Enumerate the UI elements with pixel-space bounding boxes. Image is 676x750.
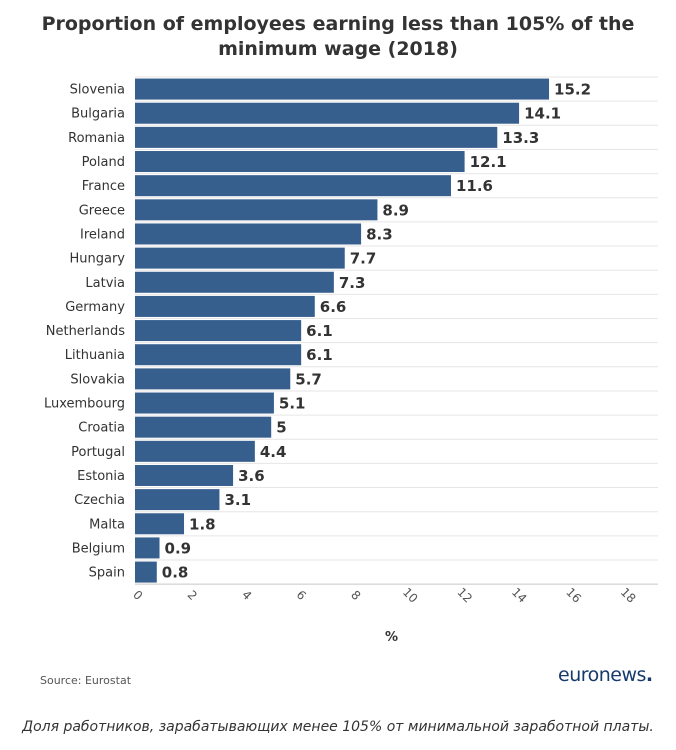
bar <box>135 392 274 414</box>
bar <box>135 320 302 342</box>
value-label: 7.3 <box>339 274 366 292</box>
bar <box>135 126 498 148</box>
category-label: Ireland <box>80 227 125 242</box>
category-label: Estonia <box>77 469 125 484</box>
caption: Доля работников, зарабатывающих менее 10… <box>22 719 654 735</box>
value-label: 12.1 <box>470 153 507 171</box>
bar <box>135 537 160 559</box>
value-label: 5 <box>276 419 286 437</box>
bar <box>135 295 315 317</box>
x-axis-label: % <box>385 630 398 645</box>
bar <box>135 223 362 245</box>
bar-chart: Slovenia 15.2 Bulgaria 14.1 Romania 13.3 Polan… <box>44 76 658 645</box>
x-tick-label: 16 <box>563 585 584 606</box>
value-label: 0.8 <box>162 564 189 582</box>
category-label: Spain <box>89 566 125 581</box>
x-tick-label: 8 <box>348 588 363 603</box>
value-label: 14.1 <box>524 105 561 123</box>
category-label: Germany <box>65 300 125 315</box>
value-label: 1.8 <box>189 515 216 533</box>
bar <box>135 513 185 535</box>
category-label: Hungary <box>69 252 125 267</box>
value-label: 6.6 <box>320 298 347 316</box>
bar <box>135 561 157 583</box>
category-label: Belgium <box>72 541 125 556</box>
category-label: Romania <box>68 131 125 146</box>
bar <box>135 440 255 462</box>
source-note: Source: Eurostat <box>40 674 132 687</box>
x-tick-label: 4 <box>239 588 254 603</box>
bar <box>135 102 520 124</box>
category-label: Poland <box>82 155 125 170</box>
category-label: Malta <box>89 517 125 532</box>
bar <box>135 247 345 269</box>
bar <box>135 78 550 100</box>
value-label: 7.7 <box>350 250 377 268</box>
chart-title: Proportion of employees earning less tha… <box>41 13 635 60</box>
category-label: Luxembourg <box>44 397 125 412</box>
value-label: 3.1 <box>224 491 251 509</box>
category-label: Latvia <box>85 276 125 291</box>
value-label: 15.2 <box>554 81 591 99</box>
bar <box>135 464 234 486</box>
x-tick-label: 6 <box>294 588 309 603</box>
bar <box>135 151 465 173</box>
category-label: Croatia <box>78 421 125 436</box>
value-label: 5.7 <box>295 370 322 388</box>
x-tick-label: 2 <box>185 588 200 603</box>
bar <box>135 344 302 366</box>
category-label: Lithuania <box>65 348 125 363</box>
x-tick-label: 10 <box>400 585 421 606</box>
bar <box>135 368 291 390</box>
value-label: 8.9 <box>382 201 409 219</box>
bar <box>135 271 334 293</box>
value-label: 6.1 <box>306 322 333 340</box>
value-label: 8.3 <box>366 225 393 243</box>
category-label: France <box>82 179 125 194</box>
bar <box>135 199 378 221</box>
x-tick-label: 0 <box>130 588 145 603</box>
category-label: Czechia <box>74 493 125 508</box>
value-label: 4.4 <box>260 443 287 461</box>
logo-dot: . <box>645 664 653 686</box>
category-label: Slovenia <box>70 83 125 98</box>
logo-text: euronews <box>558 664 646 686</box>
x-tick-label: 18 <box>618 585 639 606</box>
value-label: 0.9 <box>165 539 192 557</box>
value-label: 5.1 <box>279 395 306 413</box>
category-label: Greece <box>79 203 125 218</box>
bar <box>135 416 272 438</box>
bar <box>135 175 451 197</box>
value-label: 3.6 <box>238 467 265 485</box>
x-tick-label: 14 <box>509 585 530 606</box>
value-label: 6.1 <box>306 346 333 364</box>
value-label: 11.6 <box>456 177 493 195</box>
bar <box>135 489 220 511</box>
category-label: Netherlands <box>46 324 125 339</box>
category-label: Slovakia <box>70 372 125 387</box>
category-label: Bulgaria <box>71 107 125 122</box>
category-label: Portugal <box>71 445 125 460</box>
euronews-logo: euronews. <box>558 664 653 686</box>
x-tick-label: 12 <box>454 585 475 606</box>
value-label: 13.3 <box>502 129 539 147</box>
